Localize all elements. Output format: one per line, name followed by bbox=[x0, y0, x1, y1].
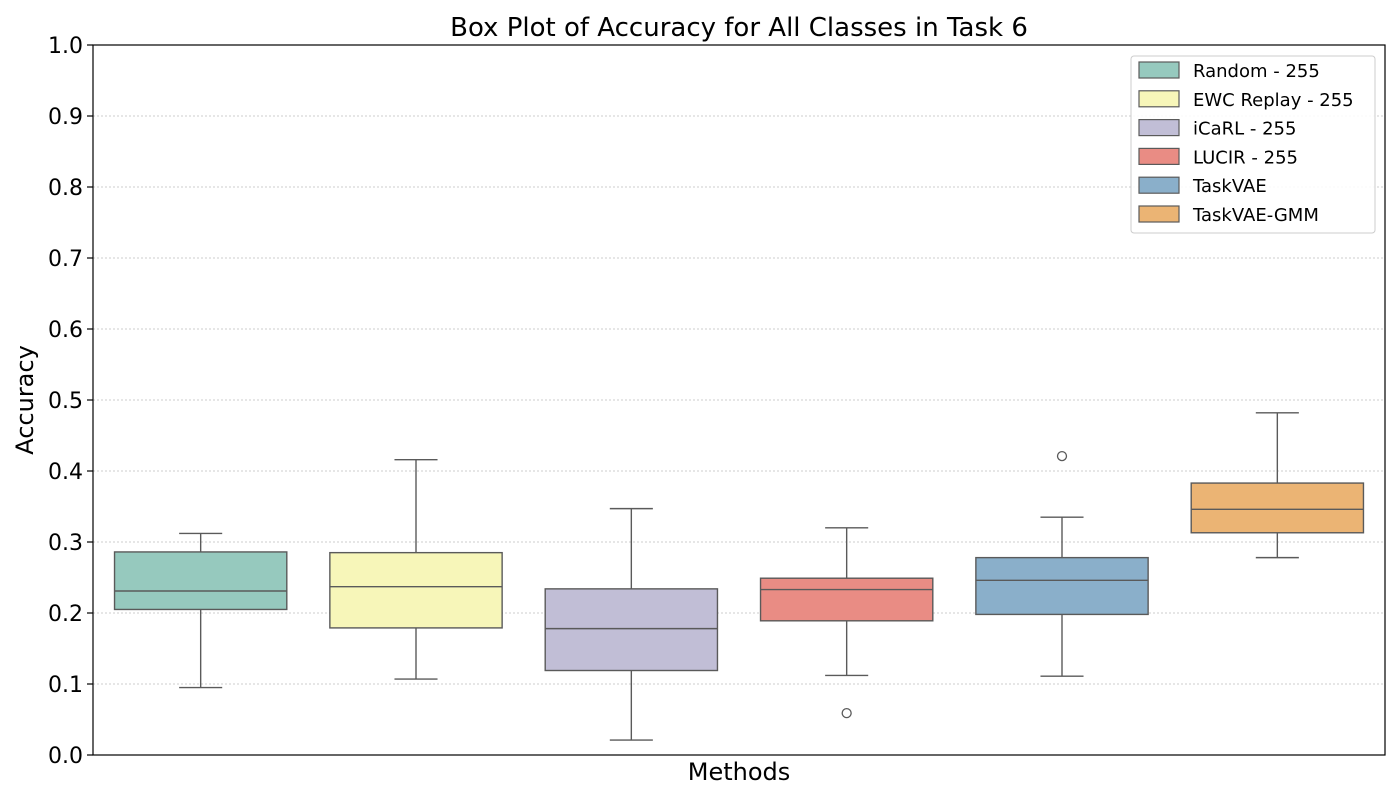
x-axis-label: Methods bbox=[688, 758, 791, 786]
legend-swatch bbox=[1138, 205, 1180, 223]
box-taskvae-gmm bbox=[1190, 412, 1365, 559]
iqr-box bbox=[759, 577, 934, 622]
y-tick-label: 0.8 bbox=[48, 176, 83, 201]
box-lucir-255 bbox=[759, 527, 934, 719]
outlier-point bbox=[1056, 450, 1068, 462]
chart-title: Box Plot of Accuracy for All Classes in … bbox=[450, 13, 1028, 43]
legend-label: TaskVAE-GMM bbox=[1192, 205, 1319, 226]
iqr-box bbox=[113, 551, 288, 611]
legend-frame bbox=[1130, 55, 1376, 234]
iqr-box bbox=[975, 556, 1149, 616]
y-axis-label: Accuracy bbox=[11, 345, 39, 455]
legend: Random - 255 EWC Replay - 255 iCaRL - 255 L… bbox=[1130, 55, 1376, 234]
iqr-box bbox=[544, 588, 719, 672]
box-taskvae bbox=[975, 450, 1149, 677]
y-tick-label: 1.0 bbox=[48, 34, 83, 59]
legend-label: TaskVAE bbox=[1192, 176, 1267, 197]
legend-swatch bbox=[1138, 61, 1180, 79]
iqr-box bbox=[1190, 482, 1365, 534]
y-tick-label: 0.4 bbox=[48, 460, 83, 485]
y-tick-label: 0.5 bbox=[48, 389, 83, 414]
y-tick-label: 0.9 bbox=[48, 105, 83, 130]
box-random-255 bbox=[113, 532, 288, 689]
legend-label: iCaRL - 255 bbox=[1193, 119, 1296, 140]
box-icarl-255 bbox=[544, 507, 719, 741]
y-axis-ticks: 0.0 0.1 0.2 0.3 0.4 0.5 0.6 0.7 0.8 0.9 1.0 bbox=[48, 34, 93, 769]
legend-swatch bbox=[1138, 118, 1180, 137]
legend-swatch bbox=[1138, 147, 1180, 165]
outlier-point bbox=[841, 707, 852, 719]
boxes bbox=[113, 412, 1365, 741]
legend-label: EWC Replay - 255 bbox=[1193, 90, 1354, 111]
legend-label: LUCIR - 255 bbox=[1193, 147, 1298, 168]
y-tick-label: 0.3 bbox=[48, 531, 83, 556]
box-ewc-replay-255 bbox=[329, 458, 503, 680]
legend-swatch bbox=[1138, 90, 1180, 108]
y-tick-label: 0.2 bbox=[48, 602, 83, 627]
legend-label: Random - 255 bbox=[1193, 61, 1320, 82]
y-tick-label: 0.0 bbox=[48, 744, 83, 769]
y-tick-label: 0.6 bbox=[48, 318, 83, 343]
y-tick-label: 0.1 bbox=[48, 673, 83, 698]
iqr-box bbox=[329, 551, 503, 629]
legend-swatch bbox=[1138, 176, 1180, 194]
y-tick-label: 0.7 bbox=[48, 247, 83, 272]
